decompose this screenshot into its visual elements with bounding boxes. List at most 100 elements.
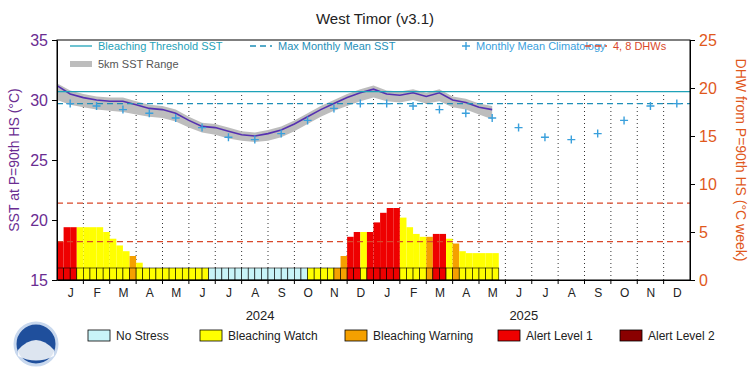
climatology-point: [541, 133, 549, 141]
grid: [83, 95, 663, 284]
plot-frame: [57, 40, 690, 280]
tick: A: [568, 280, 576, 300]
stress-cell: [83, 268, 90, 280]
stress-legend-label: Alert Level 1: [526, 329, 593, 343]
dhw-bar: [70, 227, 77, 280]
stress-cell: [321, 268, 328, 280]
dhw-bar: [466, 253, 473, 280]
y-axis: 1520253035: [30, 32, 57, 289]
dhw-bar: [374, 222, 381, 280]
logo-circle: [15, 323, 57, 365]
tick: M: [171, 280, 181, 300]
climatology-point: [515, 124, 523, 132]
tick-label: J: [542, 286, 548, 300]
reference-line: [57, 241, 690, 242]
dhw-bar: [90, 227, 97, 280]
grid-line: [558, 95, 559, 280]
tick: S: [278, 280, 286, 300]
stress-cell: [255, 268, 262, 280]
dhw-bar: [472, 253, 479, 280]
stress-cell: [123, 268, 130, 280]
stress-cell: [314, 268, 321, 280]
tick-label: 30: [30, 92, 48, 109]
title: West Timor (v3.1): [316, 10, 434, 27]
plot-marks: [57, 83, 690, 280]
stress-cell: [281, 268, 288, 280]
stress-cell: [235, 268, 242, 280]
legend-symbol: [70, 45, 92, 46]
stress-cell: [103, 268, 110, 280]
tick: S: [594, 280, 602, 300]
stress-cell: [347, 268, 354, 280]
tick-label: O: [303, 286, 312, 300]
tick-mark: [52, 100, 57, 101]
climatology-point: [198, 124, 206, 132]
stress-cell: [248, 268, 255, 280]
tick-label: 20: [699, 80, 717, 97]
tick: M: [118, 280, 128, 300]
tick-label: A: [568, 286, 576, 300]
stress-cell: [149, 268, 156, 280]
tick: A: [462, 280, 470, 300]
climatology-point: [383, 100, 391, 108]
tick-mark: [690, 88, 695, 89]
dhw-bar: [110, 239, 117, 280]
legend-label: Max Monthly Mean SST: [278, 40, 396, 52]
dhw-bar: [459, 251, 466, 280]
sst-line: [57, 86, 492, 136]
tick-label: S: [278, 286, 286, 300]
tick-mark: [690, 280, 695, 281]
tick: N: [330, 280, 339, 300]
dhw-bar: [123, 251, 130, 280]
chart-svg: West Timor (v3.1)15202530350510152025JFM…: [0, 0, 750, 375]
grid-line: [584, 95, 585, 280]
tick-label: J: [384, 286, 390, 300]
grid-line: [531, 95, 532, 280]
dhw-bar: [97, 227, 104, 280]
tick-label: J: [226, 286, 232, 300]
tick: 25: [690, 32, 717, 49]
tick-mark: [52, 40, 57, 41]
year-label: 2024: [246, 308, 275, 323]
tick: 35: [30, 32, 57, 49]
grid-line: [136, 95, 137, 280]
reference-line: [57, 91, 690, 92]
climatology-point: [646, 102, 654, 110]
stress-cell: [288, 268, 295, 280]
tick: 15: [690, 128, 717, 145]
legend-label: 4, 8 DHWs: [613, 40, 667, 52]
stress-cell: [393, 268, 400, 280]
stress-cell: [64, 268, 71, 280]
tick: N: [647, 280, 656, 300]
dhw-bar: [347, 237, 354, 280]
climatology-point: [224, 133, 232, 141]
dhw-bar: [433, 234, 440, 280]
tick: J: [384, 280, 390, 300]
stress-cell: [228, 268, 235, 280]
climatology-point: [172, 114, 180, 122]
dhw-bar: [77, 227, 84, 280]
tick: O: [303, 280, 312, 300]
stress-cell: [130, 268, 137, 280]
dhw-bar: [176, 268, 183, 280]
stress-cell: [413, 268, 420, 280]
stress-cell: [110, 268, 117, 280]
stress-cell: [472, 268, 479, 280]
dhw-bar: [103, 232, 110, 280]
dhw-bar: [453, 244, 460, 280]
climatology-point: [673, 100, 681, 108]
stress-cell: [308, 268, 315, 280]
climatology-point: [567, 136, 575, 144]
climatology-point: [330, 104, 338, 112]
tick: J: [516, 280, 522, 300]
tick-label: J: [516, 286, 522, 300]
tick: 10: [690, 176, 717, 193]
dhw-bar: [143, 268, 150, 280]
tick-label: M: [118, 286, 128, 300]
dhw-bar: [149, 268, 156, 280]
dhw-bar: [479, 253, 486, 280]
stress-legend-label: No Stress: [116, 329, 169, 343]
stress-cell: [189, 268, 196, 280]
stress-cell: [466, 268, 473, 280]
stress-cell: [242, 268, 249, 280]
